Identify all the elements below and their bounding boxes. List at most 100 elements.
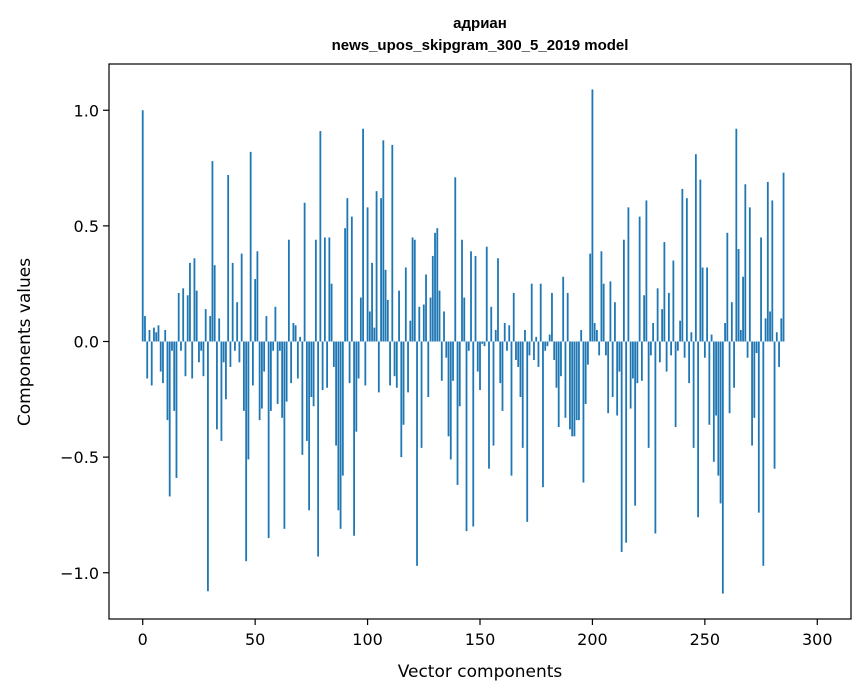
bar — [593, 323, 596, 342]
bar — [303, 202, 306, 342]
bar — [386, 299, 389, 342]
bar — [667, 292, 670, 342]
bar — [483, 341, 486, 347]
bar — [236, 302, 239, 342]
bar — [425, 274, 427, 342]
bar — [492, 341, 495, 446]
bar — [438, 290, 441, 342]
chart-title-line-1: адриан — [453, 15, 507, 32]
bar — [629, 341, 632, 409]
bar — [180, 341, 182, 351]
bar — [551, 292, 553, 342]
bar — [319, 131, 322, 342]
y-tick-label: 0.5 — [74, 217, 99, 236]
bar — [780, 318, 783, 342]
bar — [591, 89, 594, 342]
bar — [703, 341, 706, 358]
bar — [310, 341, 313, 397]
bar — [265, 316, 268, 342]
bar — [164, 329, 167, 342]
bar — [296, 341, 299, 379]
bar — [652, 323, 655, 342]
bar — [287, 239, 290, 342]
bar — [422, 304, 425, 342]
bar — [249, 151, 252, 342]
bar — [162, 341, 164, 384]
bar — [141, 110, 144, 342]
x-tick-label: 100 — [352, 630, 383, 649]
bar — [679, 320, 682, 342]
bar — [173, 341, 176, 411]
bar — [243, 341, 245, 411]
bar — [368, 311, 371, 342]
bar — [548, 334, 551, 342]
bar — [436, 228, 439, 342]
bar — [382, 140, 385, 342]
bar — [726, 232, 729, 342]
bar — [431, 255, 434, 342]
bar — [184, 341, 187, 377]
bar — [649, 341, 652, 356]
y-tick-label: −0.5 — [60, 448, 99, 467]
bar — [449, 341, 452, 460]
bar — [375, 191, 378, 342]
bar — [267, 341, 270, 539]
bar — [757, 341, 760, 513]
bar — [643, 295, 646, 342]
bar — [512, 292, 515, 342]
bar — [528, 341, 531, 356]
bar — [497, 258, 499, 342]
bar — [533, 341, 535, 360]
bar — [413, 239, 416, 342]
bar — [724, 323, 726, 342]
bar — [159, 341, 162, 372]
bar — [699, 179, 702, 342]
bar — [209, 316, 212, 342]
bar — [389, 341, 391, 386]
bar — [245, 341, 248, 562]
bar — [458, 341, 461, 407]
bar — [488, 341, 490, 469]
bar — [656, 288, 659, 342]
bar — [566, 292, 569, 342]
bar — [672, 260, 675, 342]
bar — [557, 341, 560, 428]
bar — [544, 341, 547, 351]
bar — [404, 267, 407, 342]
bar — [216, 341, 218, 430]
bar — [299, 336, 302, 342]
bar — [609, 281, 612, 342]
bar — [395, 341, 398, 388]
bar — [625, 341, 628, 543]
y-axis-ticks: 1.0 0.5 0.0 −0.5 −1.0 — [60, 101, 109, 583]
bar — [321, 341, 324, 391]
bar — [420, 341, 423, 448]
bar — [227, 175, 230, 342]
bar — [575, 341, 578, 421]
bar — [213, 265, 216, 342]
bar — [546, 341, 549, 347]
bar — [454, 177, 457, 342]
bar — [600, 251, 603, 342]
bar — [645, 200, 648, 342]
bar — [153, 327, 155, 342]
bar — [434, 232, 436, 342]
bar — [155, 332, 158, 342]
bar — [416, 341, 418, 566]
bar — [746, 341, 749, 358]
bar — [499, 341, 502, 384]
bar — [229, 341, 232, 367]
bar — [582, 341, 585, 483]
x-tick-label: 300 — [802, 630, 833, 649]
bar — [193, 258, 196, 342]
bar — [663, 242, 666, 342]
bar — [739, 329, 742, 342]
bar — [256, 251, 259, 342]
bar — [204, 309, 207, 342]
bar — [562, 276, 565, 342]
bar — [294, 325, 297, 342]
bar — [697, 341, 699, 518]
bar — [692, 341, 695, 448]
bar — [485, 246, 488, 342]
bar — [166, 341, 169, 421]
